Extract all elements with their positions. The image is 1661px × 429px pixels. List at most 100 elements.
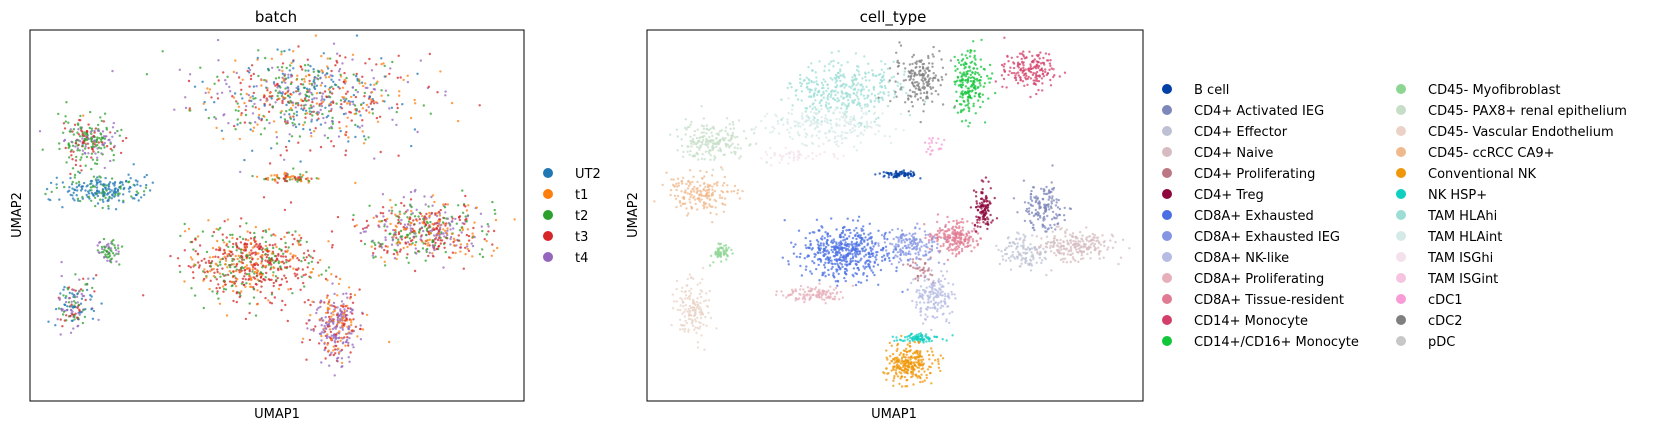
point-0-0-195: [355, 74, 358, 78]
point-0-6-545: [245, 242, 249, 246]
point-1-7-28: [709, 127, 712, 131]
point-0-0-690: [292, 91, 295, 94]
point-0-4-95: [71, 319, 74, 322]
point-1-4-53: [1035, 92, 1038, 96]
point-0-8-171: [310, 328, 313, 331]
point-0-6-293: [271, 244, 274, 247]
point-1-11-33: [912, 171, 915, 174]
point-1-3-195: [988, 81, 991, 84]
point-1-3-174: [981, 100, 985, 104]
point-0-8-251: [323, 301, 326, 304]
point-0-8-6: [330, 334, 333, 337]
point-0-7-76: [392, 228, 395, 232]
point-1-3-139: [964, 62, 968, 65]
point-0-0-528: [319, 123, 323, 126]
point-0-0-357: [272, 81, 276, 84]
point-0-0-699: [277, 76, 281, 79]
point-0-6-101: [249, 241, 253, 245]
point-1-1-127: [771, 130, 774, 133]
point-0-7-238: [382, 215, 385, 218]
point-0-0-556: [280, 109, 283, 113]
point-0-6-580: [244, 272, 247, 275]
point-1-8-11: [684, 189, 687, 192]
point-1-1-128: [754, 126, 758, 129]
point-1-0-213: [820, 94, 823, 97]
point-1-1-80: [853, 119, 856, 122]
point-0-6-497: [212, 267, 215, 271]
point-0-5-27: [305, 170, 308, 174]
point-1-8-152: [704, 189, 707, 192]
point-1-12-309: [808, 232, 811, 235]
point-0-6-596: [245, 282, 248, 285]
point-0-8-255: [333, 309, 336, 313]
point-0-2-44: [88, 197, 91, 200]
point-0-0-196: [304, 75, 308, 78]
point-0-6-552: [233, 274, 236, 278]
point-0-6-450: [280, 278, 284, 281]
point-0-0-620: [395, 110, 398, 114]
point-1-4-58: [1010, 56, 1013, 59]
point-0-2-107: [110, 177, 114, 180]
point-0-2-151: [97, 178, 100, 182]
point-1-9-50: [726, 255, 729, 258]
point-0-6-576: [320, 273, 323, 276]
point-0-7-54: [452, 237, 456, 240]
point-0-4-35: [54, 307, 58, 311]
point-1-0-55: [800, 90, 804, 93]
point-1-9-53: [717, 249, 720, 252]
point-1-12-119: [857, 215, 861, 218]
point-0-7-134: [459, 246, 462, 249]
point-1-12-140: [873, 243, 877, 246]
point-0-8-51: [309, 313, 312, 317]
point-0-1-77: [108, 138, 111, 141]
point-1-12-80: [827, 261, 830, 265]
point-0-8-236: [326, 343, 329, 346]
point-1-8-130: [702, 188, 705, 192]
point-0-3-11: [117, 247, 120, 250]
point-0-2-183: [119, 185, 122, 188]
point-0-0-293: [307, 99, 310, 102]
point-0-1-36: [69, 128, 73, 131]
point-0-5-1: [271, 178, 274, 181]
point-0-2-22: [70, 183, 74, 186]
point-1-7-130: [688, 153, 691, 156]
point-1-0-275: [863, 97, 866, 100]
point-1-0-234: [846, 61, 849, 64]
point-0-0-78: [239, 121, 242, 125]
point-1-8-165: [677, 182, 680, 185]
point-1-7-98: [731, 134, 735, 138]
point-1-7-29: [732, 123, 735, 126]
point-1-3-156: [959, 63, 963, 67]
point-0-0-428: [248, 68, 252, 72]
point-0-0-607: [327, 88, 331, 91]
point-1-8-160: [698, 189, 702, 192]
point-0-8-153: [336, 306, 339, 309]
point-0-0-684: [231, 95, 234, 98]
point-0-0-170: [249, 96, 252, 99]
batch-axes-frame: [29, 29, 525, 402]
point-1-7-86: [704, 143, 707, 146]
point-1-2-116: [896, 65, 900, 68]
point-0-1-213: [93, 139, 96, 143]
point-0-0-544: [368, 95, 372, 99]
point-0-6-278: [268, 301, 272, 304]
point-0-0-625: [294, 102, 298, 105]
point-0-0-285: [389, 67, 392, 70]
point-1-3-115: [967, 125, 970, 128]
point-0-8-221: [332, 336, 335, 340]
point-0-7-462: [449, 237, 452, 241]
point-0-6-149: [248, 311, 251, 315]
point-1-8-43: [689, 195, 692, 199]
point-1-10-147: [688, 309, 692, 313]
point-1-4-42: [1052, 68, 1055, 71]
point-1-8-169: [680, 190, 683, 193]
point-0-6-415: [261, 250, 265, 254]
point-1-2-164: [927, 84, 930, 87]
point-0-6-181: [324, 269, 328, 272]
point-1-10-39: [699, 308, 703, 311]
point-1-0-232: [834, 85, 837, 89]
point-0-0-586: [282, 97, 285, 101]
point-0-5-52: [304, 177, 308, 181]
point-0-7-51: [359, 231, 362, 235]
point-1-0-152: [835, 76, 838, 79]
